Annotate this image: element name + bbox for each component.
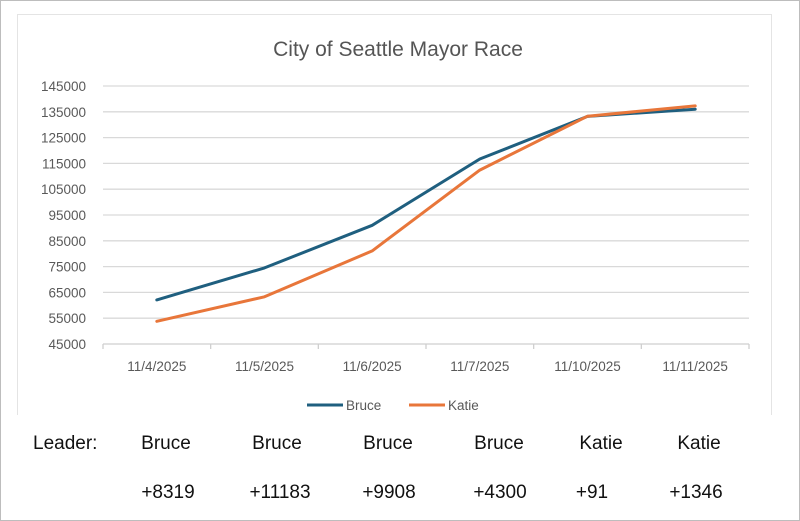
y-tick-label: 55000	[48, 311, 86, 326]
chart-title: City of Seattle Mayor Race	[273, 38, 523, 61]
x-axis-ticks: 11/4/2025 11/5/2025 11/6/2025 11/7/2025 11/1…	[127, 359, 728, 374]
legend-label-bruce: Bruce	[346, 398, 381, 413]
x-tick-label: 11/11/2025	[662, 359, 728, 374]
margin-cell: +8319	[141, 482, 195, 503]
line-chart: City of Seattle Mayor Race 45000 55000 650…	[41, 38, 750, 413]
x-tick-label: 11/6/2025	[343, 359, 402, 374]
leader-row: Leader: Bruce Bruce Bruce Bruce Katie Ka…	[0, 433, 800, 463]
margin-cell: +1346	[669, 482, 723, 503]
y-tick-label: 75000	[48, 260, 86, 275]
x-axis	[102, 343, 750, 349]
margin-cell: +9908	[362, 482, 416, 503]
margin-cell: +4300	[473, 482, 527, 503]
leader-label: Leader:	[33, 433, 98, 454]
leader-cell: Katie	[579, 433, 623, 454]
gridlines	[103, 85, 749, 319]
y-tick-label: 125000	[41, 131, 86, 146]
x-tick-label: 11/5/2025	[235, 359, 294, 374]
y-tick-label: 45000	[48, 337, 86, 352]
y-tick-label: 85000	[48, 234, 86, 249]
y-tick-label: 95000	[48, 208, 86, 223]
leader-cell: Bruce	[141, 433, 191, 454]
margin-row: +8319 +11183 +9908 +4300 +91 +1346	[0, 482, 800, 512]
y-tick-label: 65000	[48, 285, 86, 300]
y-axis-ticks: 45000 55000 65000 75000 85000 95000 105000 1150…	[41, 79, 86, 352]
x-tick-label: 11/10/2025	[554, 359, 621, 374]
y-tick-label: 105000	[41, 182, 86, 197]
y-tick-label: 135000	[41, 105, 86, 120]
margin-cell: +91	[575, 482, 609, 503]
legend-label-katie: Katie	[448, 398, 479, 413]
y-tick-label: 115000	[42, 156, 86, 171]
leader-cell: Bruce	[363, 433, 413, 454]
legend: Bruce Katie	[307, 398, 479, 413]
series-line-katie	[155, 104, 697, 323]
leader-cell: Bruce	[474, 433, 524, 454]
margin-cell: +11183	[249, 482, 311, 503]
leader-cell: Bruce	[252, 433, 302, 454]
leader-cell: Katie	[677, 433, 721, 454]
series-lines	[155, 104, 697, 323]
x-tick-label: 11/4/2025	[127, 359, 186, 374]
y-tick-label: 145000	[41, 79, 86, 94]
x-tick-label: 11/7/2025	[450, 359, 509, 374]
